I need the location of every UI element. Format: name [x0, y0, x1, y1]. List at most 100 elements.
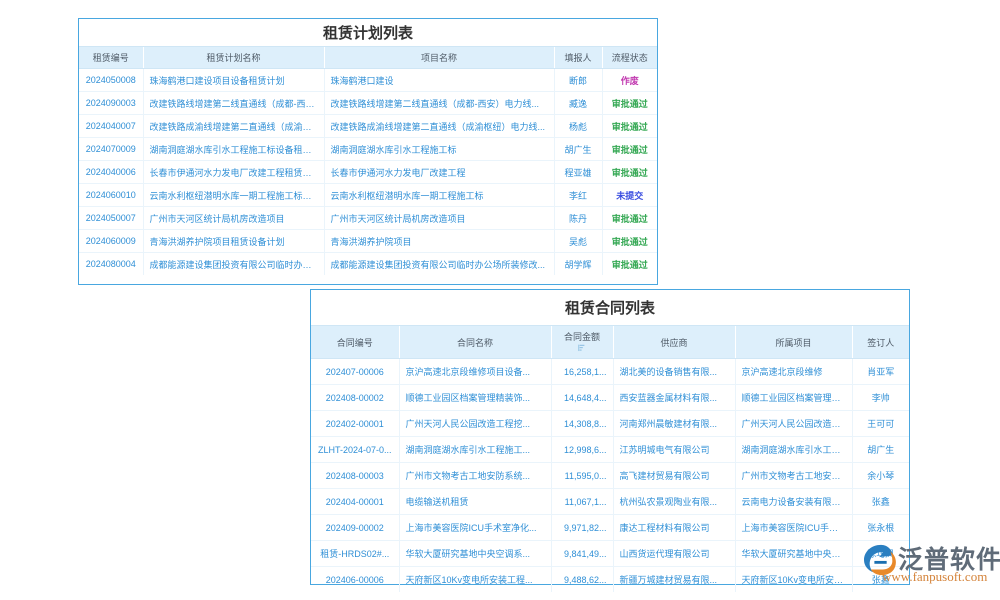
cell-contract-signer[interactable]: 张鑫 [852, 488, 909, 515]
cell-contract-supplier[interactable]: 河南郑州晨敏建材有限... [613, 410, 736, 437]
table-row[interactable]: 租赁-HRDS02#... 华软大厦研究基地中央空调系... 9,841,49...… [311, 540, 909, 567]
cell-contract-supplier[interactable]: 西安蓝器金属材料有限... [613, 384, 736, 411]
table-row[interactable]: 2024060010 云南水利枢纽潜明水库一期工程施工标租赁设... 云南水利枢纽潜… [79, 183, 657, 207]
cell-contract-supplier[interactable]: 康达工程材料有限公司 [613, 514, 736, 541]
col-plan-reporter[interactable]: 填报人 [554, 47, 603, 69]
cell-contract-name[interactable]: 上海市美容医院ICU手术室净化... [399, 514, 552, 541]
cell-contract-signer[interactable]: 陈巧凤 [852, 540, 909, 567]
table-row[interactable]: 2024050008 珠海鹤港口建设项目设备租赁计划 珠海鹤港口建设 断郎 作废 [79, 68, 657, 92]
table-row[interactable]: 2024040006 长春市伊通河水力发电厂改建工程租赁设备计划 长春市伊通河水力发… [79, 160, 657, 184]
cell-contract-code[interactable]: 202404-00001 [311, 488, 400, 515]
cell-contract-code[interactable]: 202409-00002 [311, 514, 400, 541]
table-row[interactable]: 202406-00006 天府新区10Kv变电所安装工程... 9,488,62..… [311, 566, 909, 592]
cell-contract-supplier[interactable]: 湖北美的设备销售有限... [613, 358, 736, 385]
col-plan-code[interactable]: 租赁编号 [79, 47, 144, 69]
cell-plan-code[interactable]: 2024040007 [79, 114, 144, 138]
cell-contract-code[interactable]: ZLHT-2024-07-0... [311, 436, 400, 463]
cell-plan-name[interactable]: 改建铁路成渝线增建第二直通线（成渝枢纽）... [143, 114, 325, 138]
cell-contract-name[interactable]: 广州天河人民公园改造工程挖... [399, 410, 552, 437]
cell-plan-name[interactable]: 长春市伊通河水力发电厂改建工程租赁设备计划 [143, 160, 325, 184]
cell-plan-reporter[interactable]: 胡广生 [554, 137, 603, 161]
col-contract-project[interactable]: 所属项目 [735, 326, 853, 359]
cell-plan-code[interactable]: 2024070009 [79, 137, 144, 161]
cell-contract-code[interactable]: 202402-00001 [311, 410, 400, 437]
cell-plan-project[interactable]: 云南水利枢纽潜明水库一期工程施工标 [324, 183, 555, 207]
table-row[interactable]: 202402-00001 广州天河人民公园改造工程挖... 14,308,8... 河… [311, 410, 909, 437]
cell-plan-name[interactable]: 青海洪湖养护院项目租赁设备计划 [143, 229, 325, 253]
sort-icon[interactable] [578, 344, 586, 352]
col-contract-name[interactable]: 合同名称 [399, 326, 552, 359]
cell-contract-code[interactable]: 202406-00006 [311, 566, 400, 592]
table-row[interactable]: ZLHT-2024-07-0... 湖南洞庭湖水库引水工程施工... 12,998,… [311, 436, 909, 463]
cell-plan-project[interactable]: 改建铁路成渝线增建第二直通线（成渝枢纽）电力线... [324, 114, 555, 138]
cell-contract-code[interactable]: 202408-00002 [311, 384, 400, 411]
cell-plan-name[interactable]: 云南水利枢纽潜明水库一期工程施工标租赁设... [143, 183, 325, 207]
cell-plan-project[interactable]: 改建铁路线增建第二线直通线（成都-西安）电力线... [324, 91, 555, 115]
cell-plan-project[interactable]: 珠海鹤港口建设 [324, 68, 555, 92]
cell-plan-reporter[interactable]: 杨彪 [554, 114, 603, 138]
table-row[interactable]: 2024060009 青海洪湖养护院项目租赁设备计划 青海洪湖养护院项目 吴彪 审批通过 [79, 229, 657, 253]
cell-plan-reporter[interactable]: 陈丹 [554, 206, 603, 230]
cell-plan-project[interactable]: 青海洪湖养护院项目 [324, 229, 555, 253]
cell-plan-code[interactable]: 2024050007 [79, 206, 144, 230]
cell-contract-project[interactable]: 上海市美容医院ICU手术室净化... [735, 514, 853, 541]
cell-contract-name[interactable]: 京沪高速北京段维修项目设备... [399, 358, 552, 385]
cell-contract-signer[interactable]: 张鑫 [871, 575, 890, 585]
cell-contract-project[interactable]: 京沪高速北京段维修 [735, 358, 853, 385]
cell-plan-name[interactable]: 珠海鹤港口建设项目设备租赁计划 [143, 68, 325, 92]
cell-plan-name[interactable]: 湖南洞庭湖水库引水工程施工标设备租赁计划 [143, 137, 325, 161]
cell-contract-name[interactable]: 湖南洞庭湖水库引水工程施工... [399, 436, 552, 463]
cell-contract-supplier[interactable]: 山西货运代理有限公司 [613, 540, 736, 567]
cell-contract-name[interactable]: 广州市文物考古工地安防系统... [399, 462, 552, 489]
cell-contract-signer[interactable]: 肖亚军 [852, 358, 909, 385]
cell-contract-project[interactable]: 广州天河人民公园改造工程 [735, 410, 853, 437]
cell-plan-reporter[interactable]: 胡学辉 [554, 252, 603, 275]
table-row[interactable]: 202407-00006 京沪高速北京段维修项目设备... 16,258,1... 湖… [311, 358, 909, 385]
table-row[interactable]: 202408-00003 广州市文物考古工地安防系统... 11,595,0... 高… [311, 462, 909, 489]
col-contract-code[interactable]: 合同编号 [311, 326, 400, 359]
table-row[interactable]: 2024050007 广州市天河区统计局机房改造项目 广州市天河区统计局机房改造项目… [79, 206, 657, 230]
cell-plan-reporter[interactable]: 臧逸 [554, 91, 603, 115]
cell-contract-code[interactable]: 租赁-HRDS02#... [311, 540, 400, 567]
col-plan-status[interactable]: 流程状态 [602, 47, 657, 69]
cell-plan-project[interactable]: 长春市伊通河水力发电厂改建工程 [324, 160, 555, 184]
cell-contract-signer[interactable]: 胡广生 [852, 436, 909, 463]
cell-plan-reporter[interactable]: 程亚雄 [554, 160, 603, 184]
cell-contract-supplier[interactable]: 新疆万城建材贸易有限... [613, 566, 736, 592]
cell-plan-code[interactable]: 2024090003 [79, 91, 144, 115]
cell-plan-code[interactable]: 2024060009 [79, 229, 144, 253]
table-row[interactable]: 202408-00002 顺德工业园区档案管理精装饰... 14,648,4... 西… [311, 384, 909, 411]
cell-contract-code[interactable]: 202408-00003 [311, 462, 400, 489]
cell-contract-code[interactable]: 202407-00006 [311, 358, 400, 385]
cell-plan-name[interactable]: 成都能源建设集团投资有限公司临时办公场所... [143, 252, 325, 275]
cell-plan-name[interactable]: 改建铁路线增建第二线直通线（成都-西安）电... [143, 91, 325, 115]
cell-plan-code[interactable]: 2024050008 [79, 68, 144, 92]
table-row[interactable]: 202409-00002 上海市美容医院ICU手术室净化... 9,971,82..… [311, 514, 909, 541]
cell-plan-reporter[interactable]: 吴彪 [554, 229, 603, 253]
cell-plan-code[interactable]: 2024040006 [79, 160, 144, 184]
col-contract-supplier[interactable]: 供应商 [613, 326, 736, 359]
col-plan-project[interactable]: 项目名称 [324, 47, 555, 69]
cell-contract-signer[interactable]: 李帅 [852, 384, 909, 411]
cell-contract-name[interactable]: 电缆输送机租赁 [399, 488, 552, 515]
cell-contract-project[interactable]: 云南电力设备安装有限公司201... [735, 488, 853, 515]
cell-contract-name[interactable]: 天府新区10Kv变电所安装工程... [399, 566, 552, 592]
cell-plan-code[interactable]: 2024060010 [79, 183, 144, 207]
cell-contract-project[interactable]: 广州市文物考古工地安防系统... [735, 462, 853, 489]
cell-contract-supplier[interactable]: 江苏明城电气有限公司 [613, 436, 736, 463]
cell-contract-signer[interactable]: 王可可 [852, 410, 909, 437]
table-row[interactable]: 2024040007 改建铁路成渝线增建第二直通线（成渝枢纽）... 改建铁路成渝线… [79, 114, 657, 138]
cell-plan-project[interactable]: 成都能源建设集团投资有限公司临时办公场所装修改... [324, 252, 555, 275]
cell-plan-reporter[interactable]: 断郎 [554, 68, 603, 92]
cell-plan-reporter[interactable]: 李红 [554, 183, 603, 207]
cell-plan-name[interactable]: 广州市天河区统计局机房改造项目 [143, 206, 325, 230]
cell-contract-project[interactable]: 湖南洞庭湖水库引水工程施工标 [735, 436, 853, 463]
cell-plan-project[interactable]: 湖南洞庭湖水库引水工程施工标 [324, 137, 555, 161]
cell-plan-project[interactable]: 广州市天河区统计局机房改造项目 [324, 206, 555, 230]
table-row[interactable]: 202404-00001 电缆输送机租赁 11,067,1... 杭州弘农景观陶业有限… [311, 488, 909, 515]
cell-contract-project[interactable]: 华软大厦研究基地中央空调系... [735, 540, 853, 567]
cell-plan-code[interactable]: 2024080004 [79, 252, 144, 275]
table-row[interactable]: 2024070009 湖南洞庭湖水库引水工程施工标设备租赁计划 湖南洞庭湖水库引水工… [79, 137, 657, 161]
col-contract-amount[interactable]: 合同金额 [551, 326, 614, 359]
cell-contract-name[interactable]: 顺德工业园区档案管理精装饰... [399, 384, 552, 411]
